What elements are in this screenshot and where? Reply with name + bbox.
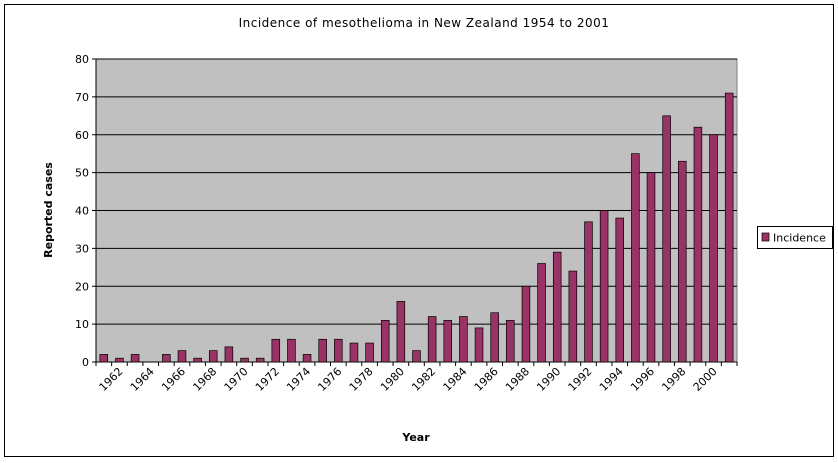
bar	[631, 153, 640, 363]
bar	[365, 342, 374, 363]
bar	[709, 134, 718, 363]
bar	[662, 115, 671, 363]
bar	[443, 319, 453, 363]
bar	[318, 338, 327, 363]
bar	[255, 357, 265, 363]
y-tick-label: 0	[82, 356, 89, 369]
bar	[193, 357, 202, 363]
bar	[724, 92, 734, 363]
y-tick-label: 40	[75, 205, 89, 218]
bar	[552, 251, 562, 363]
bar	[396, 301, 406, 363]
bar	[334, 338, 343, 363]
bar	[568, 270, 578, 363]
bar	[224, 346, 234, 363]
bar	[349, 342, 359, 363]
y-tick-label: 70	[75, 91, 89, 104]
bar	[412, 350, 421, 363]
bar	[599, 210, 609, 363]
bar	[99, 354, 109, 363]
y-axis-label: Reported cases	[42, 162, 55, 258]
bar	[615, 217, 625, 363]
legend-swatch	[761, 232, 770, 242]
bar	[130, 354, 140, 363]
bar	[490, 312, 499, 363]
y-tick-label: 10	[75, 318, 89, 331]
bar	[693, 126, 703, 363]
bar	[302, 354, 312, 363]
y-tick-label: 60	[75, 129, 89, 142]
bar	[380, 319, 390, 363]
bar	[208, 350, 218, 363]
bar	[287, 338, 296, 363]
y-tick-label: 50	[75, 167, 89, 180]
bar	[537, 263, 546, 363]
y-tick-label: 30	[75, 242, 89, 255]
bar	[427, 316, 437, 363]
y-tick-label: 80	[75, 53, 89, 66]
bar	[678, 160, 687, 363]
bar	[584, 221, 593, 363]
bar	[459, 316, 468, 363]
bar	[115, 357, 124, 363]
bar	[521, 285, 531, 363]
legend-label: Incidence	[773, 232, 826, 245]
chart-title: Incidence of mesothelioma in New Zealand…	[239, 16, 610, 30]
x-axis-label: Year	[401, 431, 430, 444]
bar	[177, 350, 187, 363]
y-tick-label: 20	[75, 280, 89, 293]
bar	[506, 319, 515, 363]
bar	[271, 338, 281, 363]
bar	[240, 357, 249, 363]
bar	[474, 327, 484, 363]
bar	[162, 354, 171, 363]
bar	[646, 172, 656, 363]
legend-box	[757, 226, 833, 249]
